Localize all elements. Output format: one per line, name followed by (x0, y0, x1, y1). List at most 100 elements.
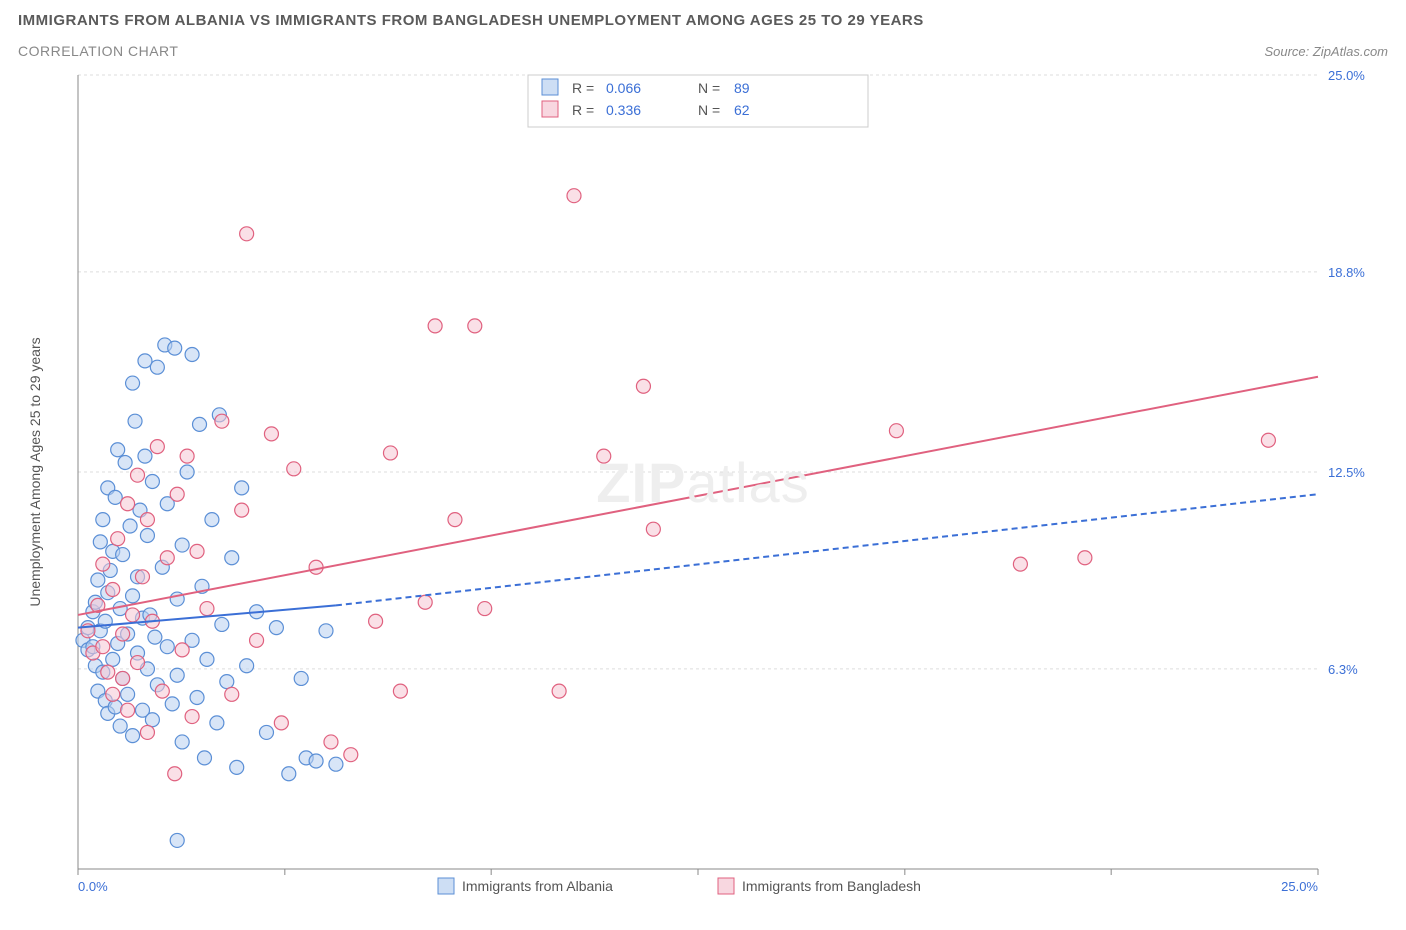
data-point (121, 497, 135, 511)
correlation-chart: 0.0% 25.0% 6.3% 12.5% 18.8% 25.0% Unemployment… (18, 69, 1388, 909)
data-point (128, 414, 142, 428)
y-tick-label: 25.0% (1328, 69, 1365, 83)
data-point (190, 544, 204, 558)
y-tick-label: 6.3% (1328, 662, 1358, 677)
data-point (567, 189, 581, 203)
data-point (175, 538, 189, 552)
data-point (93, 535, 107, 549)
legend-swatch-bangladesh (542, 101, 558, 117)
data-point (96, 513, 110, 527)
data-point (259, 725, 273, 739)
data-point (113, 719, 127, 733)
legend-N-label: N = (698, 102, 720, 118)
data-point (344, 748, 358, 762)
data-point (108, 490, 122, 504)
data-point (215, 617, 229, 631)
data-point (168, 341, 182, 355)
data-point (287, 462, 301, 476)
bottom-legend-bangladesh: Immigrants from Bangladesh (742, 878, 921, 894)
data-point (123, 519, 137, 533)
data-point (448, 513, 462, 527)
data-point (106, 652, 120, 666)
data-point (121, 687, 135, 701)
data-point (185, 347, 199, 361)
data-point (1078, 551, 1092, 565)
data-point (145, 713, 159, 727)
x-tick-label: 0.0% (78, 879, 108, 894)
legend-N-label: N = (698, 80, 720, 96)
data-point (369, 614, 383, 628)
data-point (111, 443, 125, 457)
data-point (264, 427, 278, 441)
data-point (282, 767, 296, 781)
bottom-swatch-bangladesh (718, 878, 734, 894)
data-point (126, 729, 140, 743)
y-axis-label: Unemployment Among Ages 25 to 29 years (27, 337, 43, 606)
data-point (135, 570, 149, 584)
data-point (205, 513, 219, 527)
data-point (274, 716, 288, 730)
data-point (428, 319, 442, 333)
data-point (329, 757, 343, 771)
data-point (160, 551, 174, 565)
data-point (96, 557, 110, 571)
data-point (200, 652, 214, 666)
data-point (121, 703, 135, 717)
data-point (468, 319, 482, 333)
data-point (250, 633, 264, 647)
trend-line-bangladesh (78, 377, 1318, 615)
data-point (96, 640, 110, 654)
legend-N-value-albania: 89 (734, 80, 750, 96)
legend-R-label: R = (572, 80, 594, 96)
data-point (235, 503, 249, 517)
data-point (138, 449, 152, 463)
data-point (324, 735, 338, 749)
title-block: IMMIGRANTS FROM ALBANIA VS IMMIGRANTS FR… (18, 12, 924, 69)
chart-subtitle: CORRELATION CHART (18, 43, 924, 59)
legend-R-label: R = (572, 102, 594, 118)
data-point (220, 675, 234, 689)
data-point (309, 754, 323, 768)
data-point (106, 687, 120, 701)
data-point (180, 465, 194, 479)
data-point (597, 449, 611, 463)
legend-N-value-bangladesh: 62 (734, 102, 750, 118)
data-point (126, 608, 140, 622)
data-point (170, 833, 184, 847)
data-point (116, 627, 130, 641)
trend-line-ext-albania (336, 494, 1318, 605)
data-point (889, 424, 903, 438)
data-point (106, 583, 120, 597)
data-point (1013, 557, 1027, 571)
y-tick-label: 18.8% (1328, 265, 1365, 280)
data-point (91, 573, 105, 587)
data-point (636, 379, 650, 393)
x-tick-label: 25.0% (1281, 879, 1318, 894)
data-point (145, 475, 159, 489)
data-point (235, 481, 249, 495)
data-point (168, 767, 182, 781)
data-point (118, 455, 132, 469)
data-point (126, 589, 140, 603)
data-point (269, 621, 283, 635)
data-point (200, 602, 214, 616)
data-point (148, 630, 162, 644)
data-point (150, 440, 164, 454)
data-point (175, 735, 189, 749)
data-point (240, 659, 254, 673)
chart-title: IMMIGRANTS FROM ALBANIA VS IMMIGRANTS FR… (18, 12, 924, 29)
source-label: Source: ZipAtlas.com (1264, 44, 1388, 59)
legend-R-value-albania: 0.066 (606, 80, 641, 96)
data-point (319, 624, 333, 638)
data-point (170, 668, 184, 682)
data-point (197, 751, 211, 765)
data-point (170, 487, 184, 501)
data-point (190, 690, 204, 704)
data-point (646, 522, 660, 536)
data-point (101, 665, 115, 679)
data-point (180, 449, 194, 463)
data-point (116, 671, 130, 685)
data-point (150, 360, 164, 374)
y-tick-label: 12.5% (1328, 465, 1365, 480)
data-point (131, 656, 145, 670)
